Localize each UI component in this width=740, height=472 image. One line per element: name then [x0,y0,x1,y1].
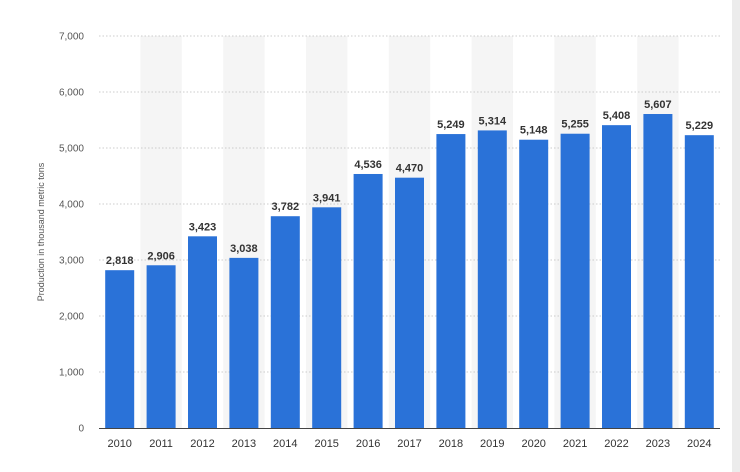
x-tick-label: 2010 [107,438,131,450]
scrollbar[interactable] [732,0,740,472]
bar [353,173,383,428]
x-tick-label: 2020 [521,438,545,450]
bar [560,133,590,428]
bar [684,135,714,428]
y-tick-label: 2,000 [59,312,84,323]
data-label: 4,536 [354,159,382,171]
x-tick-label: 2024 [687,438,711,450]
bar [146,265,176,428]
bar [519,139,549,428]
x-tick-label: 2019 [480,438,504,450]
bar [270,216,300,428]
data-label: 5,314 [479,115,507,127]
y-tick-label: 6,000 [59,88,84,99]
bars [105,114,714,429]
x-tick-label: 2016 [356,438,380,450]
y-tick-label: 3,000 [59,256,84,267]
x-tick-label: 2015 [314,438,338,450]
data-label: 3,941 [313,192,341,204]
data-label: 5,607 [644,99,672,111]
bar [477,130,507,428]
data-label: 3,782 [272,201,300,213]
x-axis-ticks: 2010 2011 2012 2013 2014 2015 2016 2017 2018 2019… [107,438,711,450]
bar [395,177,424,428]
y-tick-label: 4,000 [59,200,84,211]
data-label: 5,255 [561,119,589,131]
x-tick-label: 2011 [149,438,173,450]
data-label: 3,423 [189,221,217,233]
y-tick-label: 0 [78,424,84,435]
x-tick-label: 2018 [439,438,463,450]
data-label: 2,906 [147,250,175,262]
bar [188,236,217,428]
x-tick-label: 2014 [273,438,297,450]
data-label: 5,229 [686,120,714,132]
bar [229,257,259,428]
data-label: 2,818 [106,255,134,267]
bar [643,114,673,429]
y-tick-label: 1,000 [59,368,84,379]
y-tick-label: 5,000 [59,144,84,155]
y-axis-title: Production in thousand metric tons [36,162,46,301]
x-tick-label: 2017 [397,438,421,450]
x-tick-label: 2012 [190,438,214,450]
y-tick-label: 7,000 [59,32,84,43]
data-label: 5,148 [520,125,548,137]
y-axis-ticks: 0 1,000 2,000 3,000 4,000 5,000 6,000 7,000 [59,32,84,435]
data-label: 3,038 [230,243,258,255]
data-label: 5,408 [603,110,631,122]
x-tick-label: 2023 [646,438,670,450]
bar [105,270,135,428]
data-label: 4,470 [396,163,424,175]
x-tick-label: 2013 [232,438,256,450]
data-label: 5,249 [437,119,465,131]
bar [602,125,631,428]
bar [436,134,466,428]
data-labels: 2,818 2,906 3,423 3,038 3,782 3,941 4,536 4,470… [106,99,713,267]
x-tick-label: 2022 [604,438,628,450]
x-tick-label: 2021 [563,438,587,450]
bar [312,207,342,428]
